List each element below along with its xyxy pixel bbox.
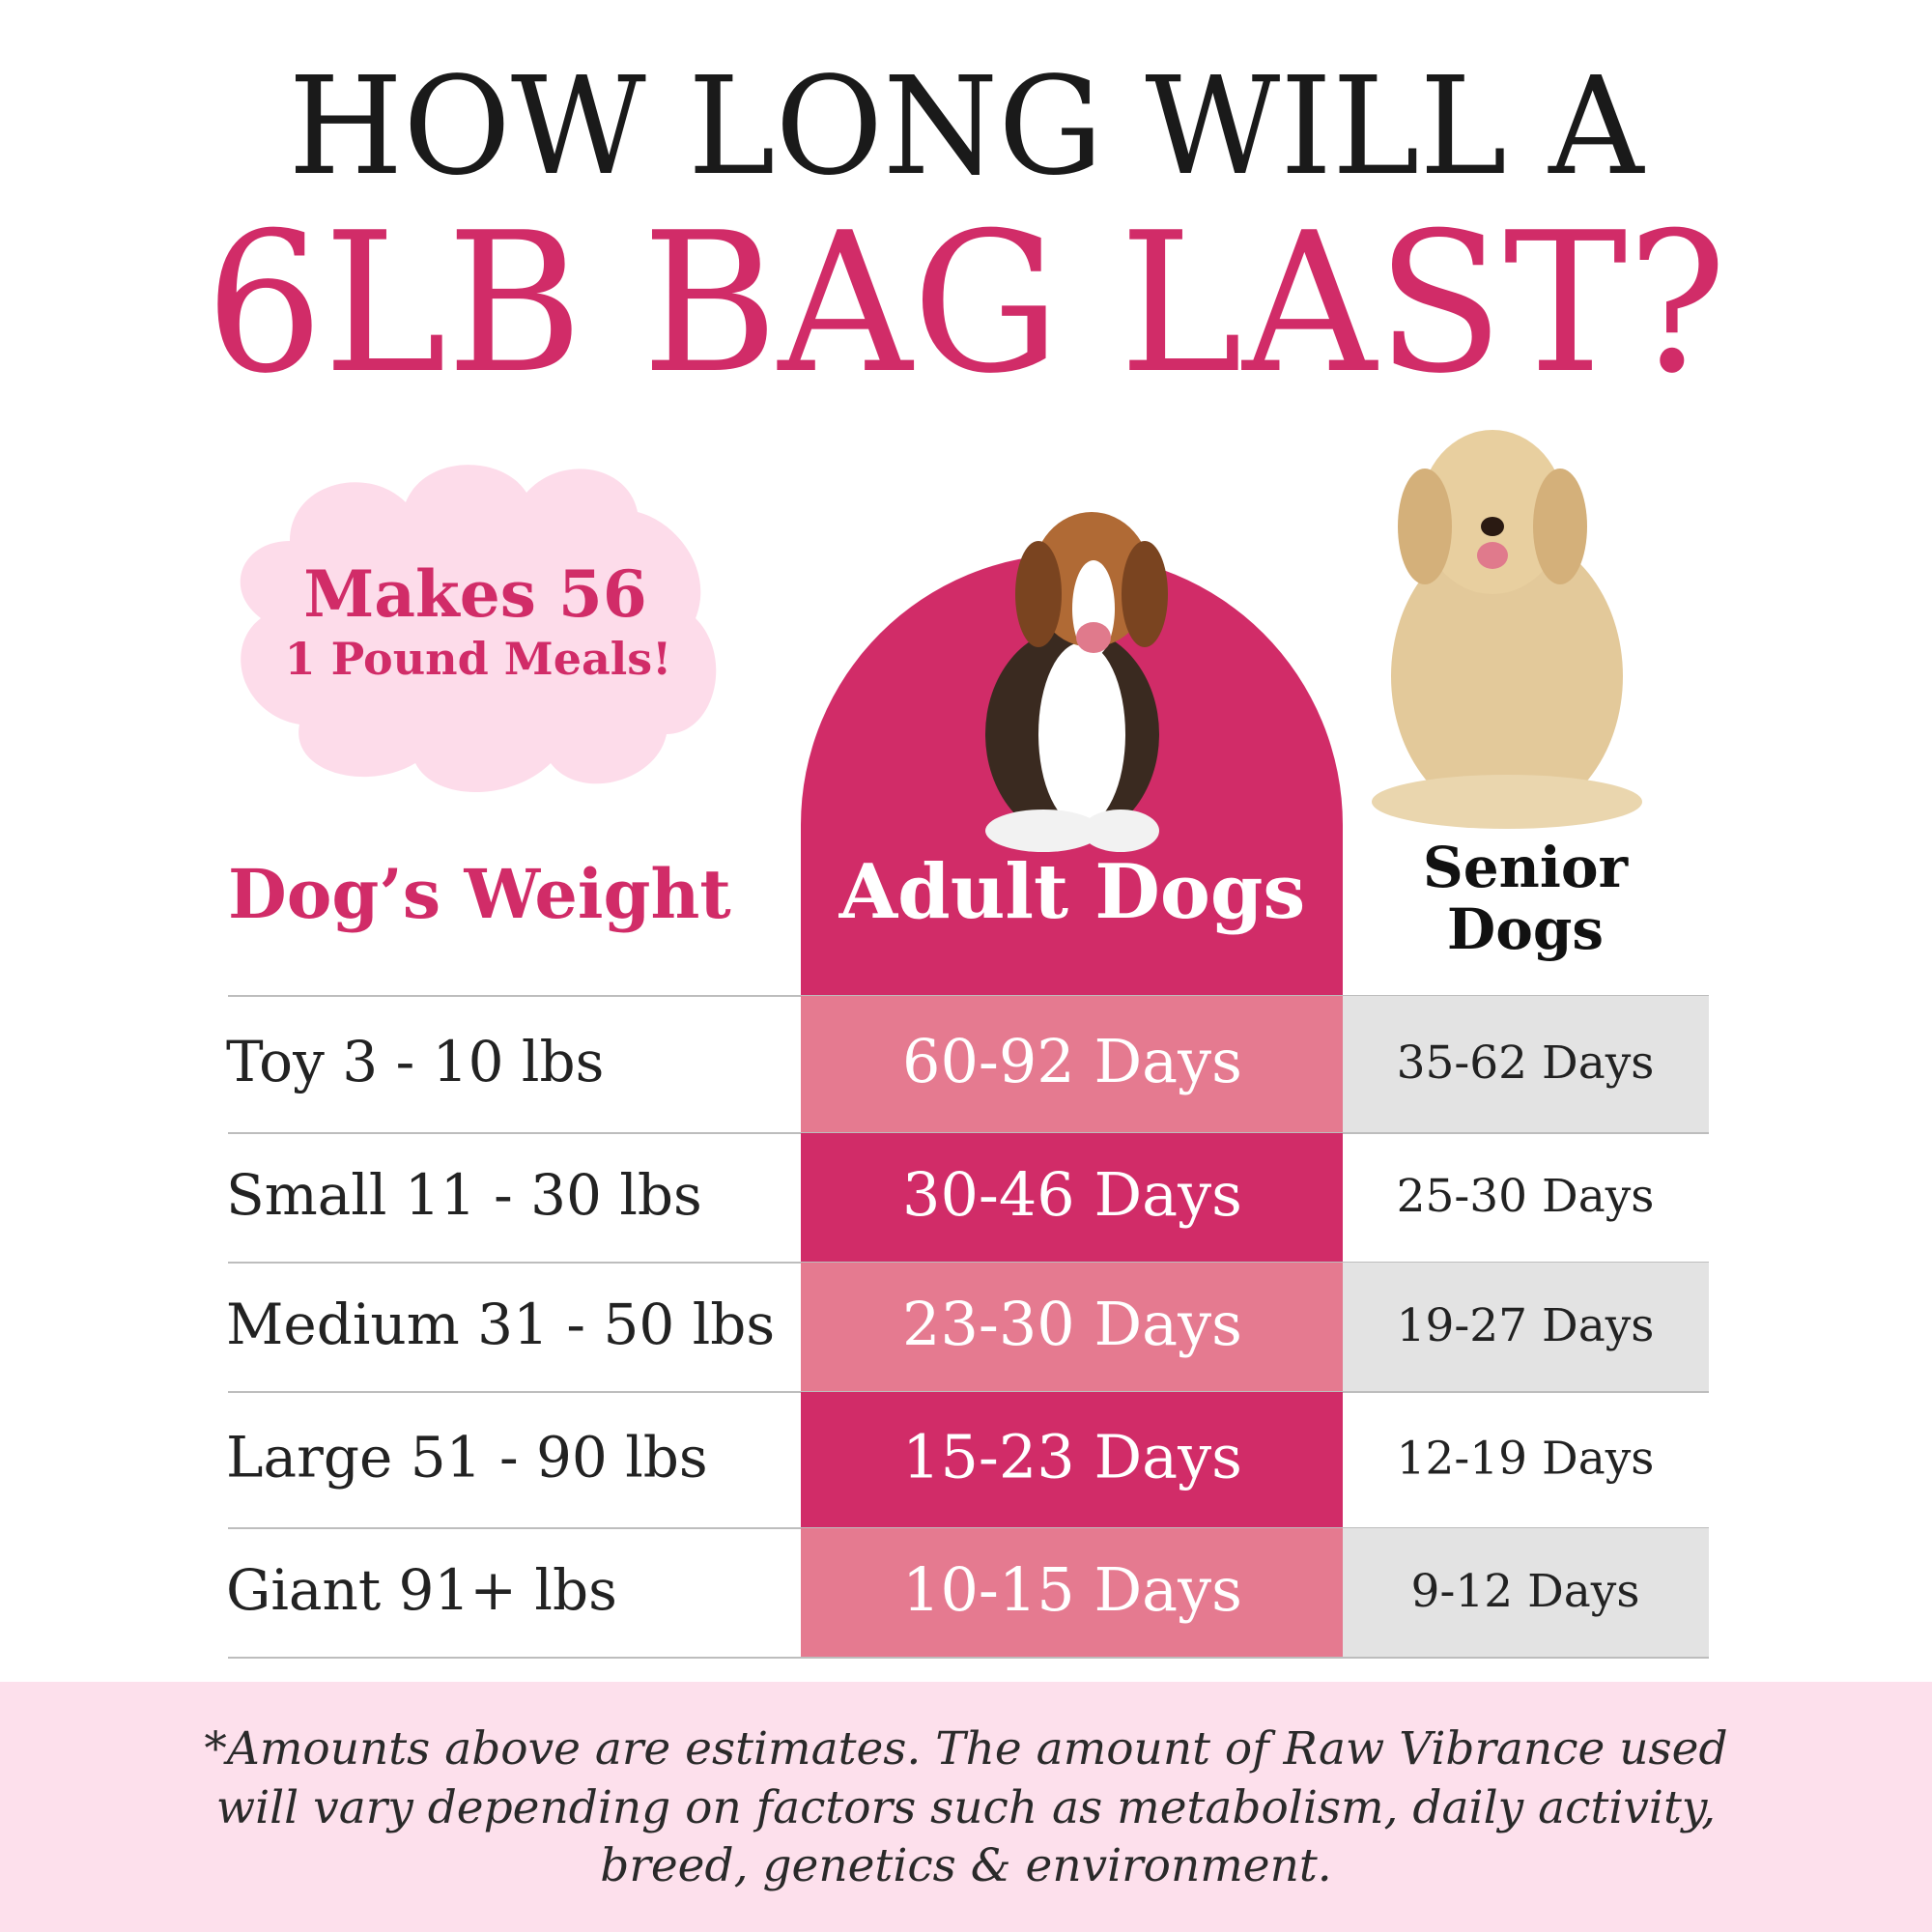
weight-cell-text: Small 11 - 30 lbs [226, 1162, 702, 1228]
header-weight: Dog’s Weight [228, 854, 731, 934]
adult-cell [801, 1392, 1343, 1528]
badge-cloud [240, 465, 717, 792]
senior-cell-text: 19-27 Days [1397, 1299, 1655, 1352]
adult-cell-text: 60-92 Days [902, 1026, 1242, 1096]
table-rows: Toy 3 - 10 lbs 60-92 Days 35-62 Days Small … [226, 995, 1709, 1659]
weight-cell-text: Medium 31 - 50 lbs [226, 1292, 775, 1357]
title-line-1: HOW LONG WILL A [289, 48, 1646, 206]
senior-cell-text: 12-19 Days [1397, 1433, 1655, 1486]
senior-cell [1343, 1263, 1709, 1392]
senior-cell [1343, 1528, 1709, 1658]
badge-line-1: Makes 56 [303, 556, 647, 632]
senior-cell [1343, 996, 1709, 1133]
title-line-2: 6LB BAG LAST? [206, 191, 1727, 416]
senior-cell-text: 9-12 Days [1411, 1565, 1640, 1618]
weight-cell-text: Giant 91+ lbs [226, 1557, 617, 1623]
adult-cell-text: 30-46 Days [902, 1159, 1242, 1230]
weight-cell-text: Toy 3 - 10 lbs [226, 1029, 604, 1094]
golden-retriever-illustration [1372, 430, 1642, 829]
footnote-line-2: will vary depending on factors such as m… [216, 1781, 1716, 1834]
adult-cell [801, 1133, 1343, 1263]
header-senior-line-1: Senior [1423, 835, 1630, 900]
adult-cell [801, 996, 1343, 1133]
weight-cell-text: Large 51 - 90 lbs [226, 1425, 708, 1491]
senior-cell-text: 25-30 Days [1397, 1170, 1655, 1223]
adult-cell-text: 15-23 Days [902, 1422, 1242, 1492]
badge-line-2: 1 Pound Meals! [285, 633, 672, 685]
header-senior-line-2: Dogs [1447, 896, 1604, 962]
adult-cell [801, 1263, 1343, 1392]
beagle-illustration [985, 512, 1168, 852]
footnote-line-3: breed, genetics & environment. [600, 1839, 1331, 1892]
adult-cell-text: 23-30 Days [902, 1289, 1242, 1359]
header-adult: Adult Dogs [838, 848, 1306, 936]
adult-cell [801, 1528, 1343, 1658]
senior-cell-text: 35-62 Days [1397, 1037, 1655, 1090]
footnote-line-1: *Amounts above are estimates. The amount… [204, 1722, 1727, 1776]
adult-cell-text: 10-15 Days [902, 1554, 1242, 1625]
footer-band [0, 1682, 1932, 1932]
